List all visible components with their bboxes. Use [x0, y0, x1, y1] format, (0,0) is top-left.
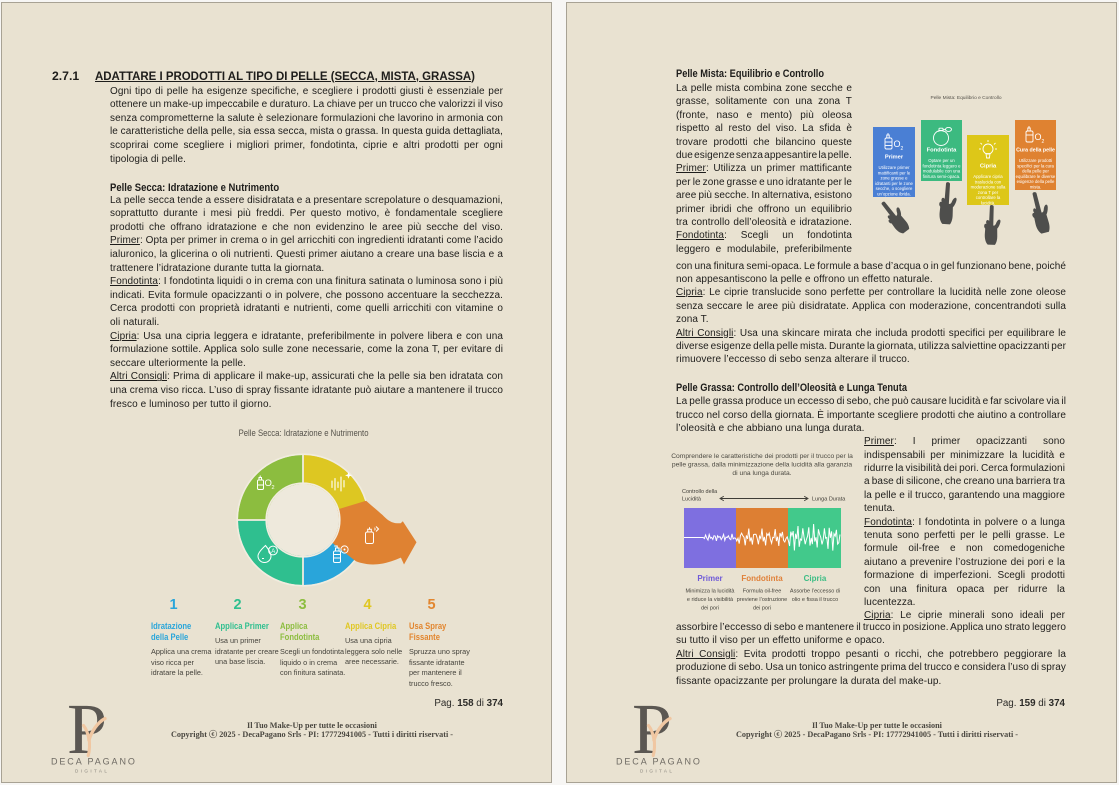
svg-text:DIGITAL: DIGITAL	[75, 769, 109, 774]
svg-text:O: O	[894, 139, 901, 149]
svg-text:A: A	[271, 549, 275, 555]
svg-text:O: O	[1035, 132, 1042, 142]
svg-text:2: 2	[1042, 139, 1045, 145]
svg-text:DIGITAL: DIGITAL	[640, 769, 674, 774]
svg-text:2: 2	[272, 485, 275, 491]
svg-text:DECA PAGANO: DECA PAGANO	[616, 757, 702, 767]
svg-text:O: O	[265, 478, 272, 489]
svg-text:DECA PAGANO: DECA PAGANO	[51, 757, 137, 767]
svg-text:2: 2	[901, 146, 904, 152]
